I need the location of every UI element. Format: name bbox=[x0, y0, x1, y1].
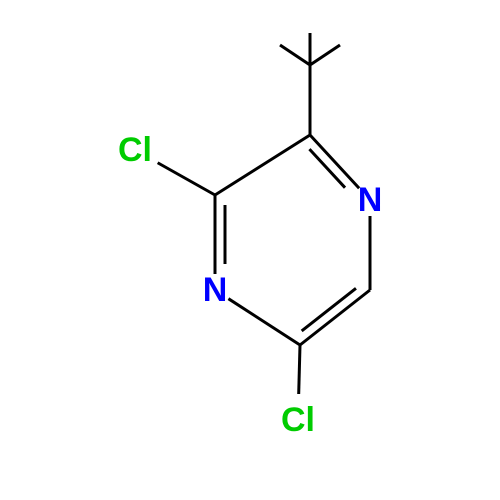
atom-label-n2: N bbox=[358, 181, 383, 219]
methyl-h-1 bbox=[310, 45, 340, 65]
atom-label-cl9: Cl bbox=[281, 401, 315, 439]
bond-C6-C1 bbox=[215, 135, 310, 195]
molecule-diagram: N N Cl Cl bbox=[0, 0, 500, 500]
bond-C3-C4-inner bbox=[302, 288, 356, 331]
bond-C4-Cl9 bbox=[299, 345, 300, 394]
atom-label-n5: N bbox=[203, 271, 228, 309]
bond-C1-N2-outer bbox=[310, 135, 359, 188]
bond-C3-C4-outer bbox=[300, 290, 370, 345]
methyl-h-0 bbox=[280, 45, 310, 65]
atom-label-cl8: Cl bbox=[118, 131, 152, 169]
bond-C6-Cl8 bbox=[158, 163, 215, 195]
bond-C4-N5 bbox=[228, 299, 300, 345]
